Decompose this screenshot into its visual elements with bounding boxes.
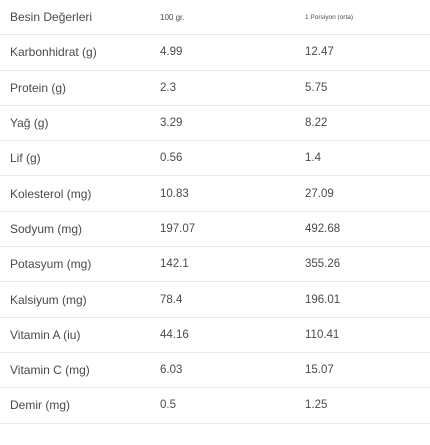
table-row: Potasyum (mg) 142.1 355.26	[0, 246, 430, 283]
value-per-100g: 142.1	[152, 246, 302, 283]
value-per-100g: 4.99	[152, 34, 302, 71]
table-header: Besin Değerleri 100 gr. 1 Porsiyon (orta…	[0, 0, 430, 36]
value-per-100g: 44.16	[152, 317, 302, 353]
nutrition-table: Besin Değerleri 100 gr. 1 Porsiyon (orta…	[0, 0, 430, 424]
value-per-portion: 110.41	[302, 317, 430, 353]
value-per-100g: 3.29	[152, 105, 302, 142]
value-per-portion: 196.01	[302, 281, 430, 318]
value-per-100g: 197.07	[152, 211, 302, 248]
nutrient-name: Yağ (g)	[0, 105, 152, 142]
table-row: Yağ (g) 3.29 8.22	[0, 105, 430, 142]
value-per-portion: 15.07	[302, 352, 430, 389]
value-per-100g: 2.3	[152, 70, 302, 106]
nutrient-name: Kalsiyum (mg)	[0, 281, 152, 318]
value-per-portion: 27.09	[302, 175, 430, 212]
value-per-portion: 8.22	[302, 105, 430, 142]
header-row: Besin Değerleri 100 gr. 1 Porsiyon (orta…	[0, 0, 430, 36]
value-per-portion: 5.75	[302, 70, 430, 106]
table-row: Protein (g) 2.3 5.75	[0, 70, 430, 106]
value-per-100g: 6.03	[152, 352, 302, 389]
value-per-portion: 355.26	[302, 246, 430, 283]
nutrient-name: Sodyum (mg)	[0, 211, 152, 248]
table-row: Lif (g) 0.56 1.4	[0, 140, 430, 177]
nutrient-name: Kolesterol (mg)	[0, 175, 152, 212]
header-per-100g: 100 gr.	[152, 0, 302, 36]
table-body: Karbonhidrat (g) 4.99 12.47 Protein (g) …	[0, 34, 430, 424]
nutrient-name: Demir (mg)	[0, 387, 152, 424]
table-row: Sodyum (mg) 197.07 492.68	[0, 211, 430, 248]
value-per-100g: 0.5	[152, 387, 302, 424]
value-per-portion: 12.47	[302, 34, 430, 71]
value-per-portion: 492.68	[302, 211, 430, 248]
value-per-portion: 1.4	[302, 140, 430, 177]
nutrient-name: Vitamin A (iu)	[0, 317, 152, 353]
nutrient-name: Potasyum (mg)	[0, 246, 152, 283]
table-row: Vitamin A (iu) 44.16 110.41	[0, 317, 430, 353]
table-row: Kolesterol (mg) 10.83 27.09	[0, 175, 430, 212]
header-nutrient: Besin Değerleri	[0, 0, 152, 36]
nutrient-name: Protein (g)	[0, 70, 152, 106]
value-per-100g: 10.83	[152, 175, 302, 212]
nutrient-name: Lif (g)	[0, 140, 152, 177]
value-per-portion: 1.25	[302, 387, 430, 424]
table-row: Karbonhidrat (g) 4.99 12.47	[0, 34, 430, 71]
value-per-100g: 0.56	[152, 140, 302, 177]
value-per-100g: 78.4	[152, 281, 302, 318]
nutrient-name: Karbonhidrat (g)	[0, 34, 152, 71]
table-row: Kalsiyum (mg) 78.4 196.01	[0, 281, 430, 318]
table-row: Demir (mg) 0.5 1.25	[0, 387, 430, 424]
nutrient-name: Vitamin C (mg)	[0, 352, 152, 389]
table-row: Vitamin C (mg) 6.03 15.07	[0, 352, 430, 389]
header-per-portion: 1 Porsiyon (orta)	[302, 0, 430, 36]
